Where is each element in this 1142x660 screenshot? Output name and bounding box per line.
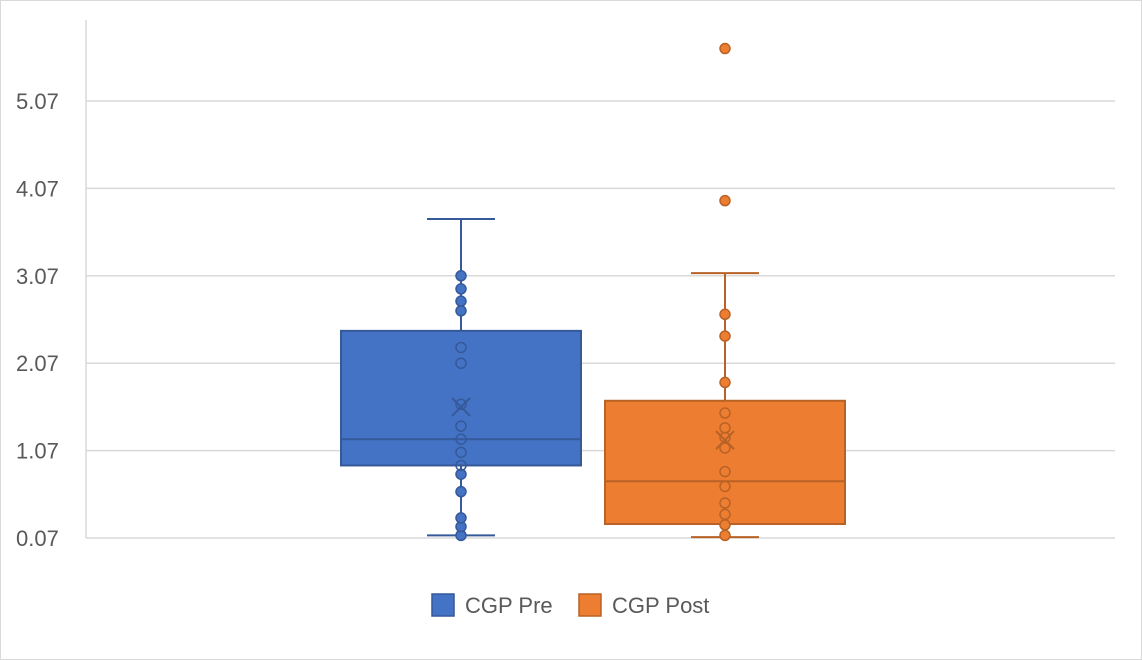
mean-marker-stroke	[715, 430, 735, 450]
data-point	[455, 433, 467, 445]
legend: CGP Pre CGP Post	[431, 593, 709, 618]
data-point	[455, 398, 467, 411]
y-tick-label: 3.07	[16, 264, 59, 289]
legend-label-cgp-pre: CGP Pre	[465, 593, 553, 618]
y-tick-label: 2.07	[16, 351, 59, 376]
series-cgp-post	[604, 42, 846, 542]
y-tick-label: 0.07	[16, 526, 59, 551]
data-point	[455, 512, 467, 524]
data-point	[455, 283, 467, 295]
data-point	[719, 376, 731, 389]
data-point	[455, 270, 467, 282]
legend-swatch-cgp-post	[578, 593, 602, 617]
mean-marker	[715, 430, 735, 450]
grid-layer	[86, 100, 1115, 539]
data-point	[455, 341, 467, 354]
mean-marker	[451, 397, 471, 417]
data-point	[455, 468, 467, 480]
data-point	[455, 485, 467, 498]
mean-marker-stroke	[451, 397, 471, 417]
data-point	[719, 465, 731, 478]
outlier-point	[719, 42, 731, 55]
y-tick-label: 4.07	[16, 176, 59, 201]
legend-label-cgp-post: CGP Post	[612, 593, 709, 618]
data-point	[455, 357, 467, 369]
data-point	[719, 308, 731, 321]
data-point	[719, 508, 731, 521]
y-axis-ticks: 0.07 1.07 2.07 3.07 4.07 5.07	[16, 89, 59, 551]
data-point	[719, 529, 731, 542]
data-point	[455, 459, 467, 472]
outlier-point	[719, 194, 731, 207]
data-point	[455, 295, 467, 307]
data-point	[719, 497, 731, 509]
data-point	[719, 480, 731, 493]
legend-swatch-cgp-pre	[431, 593, 455, 617]
data-point	[455, 446, 467, 459]
box-cgp-post	[604, 399, 846, 526]
y-tick-label: 1.07	[16, 439, 59, 464]
box-cgp-pre	[340, 329, 582, 467]
data-point	[455, 420, 467, 432]
data-point	[719, 330, 731, 342]
series-layer	[340, 42, 846, 542]
data-point	[719, 422, 731, 434]
data-point	[719, 407, 731, 419]
series-cgp-pre	[340, 217, 582, 542]
y-tick-label: 5.07	[16, 89, 59, 114]
data-point	[719, 519, 731, 531]
data-point	[455, 305, 467, 317]
